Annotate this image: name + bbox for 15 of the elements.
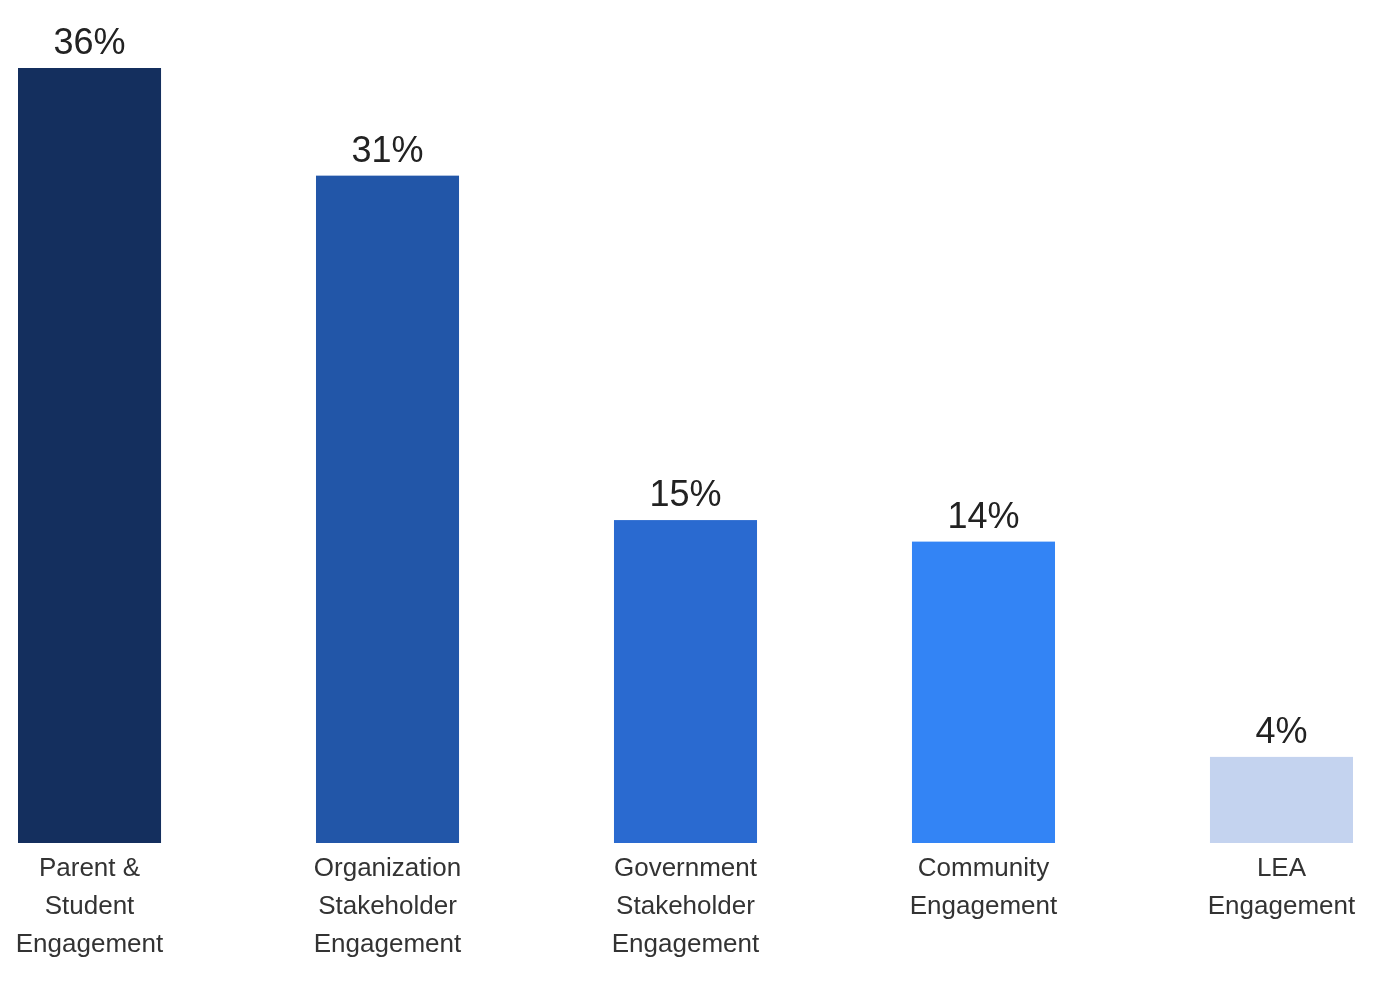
data-label: 36% bbox=[53, 21, 126, 62]
bar bbox=[613, 520, 758, 843]
bar bbox=[911, 541, 1056, 843]
bar bbox=[18, 68, 162, 843]
x-tick-label: Government Stakeholder Engagement bbox=[611, 852, 760, 958]
data-label: 4% bbox=[1255, 709, 1308, 751]
bar bbox=[315, 175, 460, 843]
x-tick-label: Organization Stakeholder Engagement bbox=[313, 852, 462, 958]
data-label: 15% bbox=[649, 473, 722, 515]
x-tick-label: Community Engagement bbox=[909, 852, 1058, 920]
x-tick-label: LEA Engagement bbox=[1207, 852, 1356, 920]
x-tick-label: Parent & Student Engagement bbox=[15, 852, 165, 958]
data-label: 14% bbox=[947, 494, 1020, 536]
bar bbox=[1209, 756, 1353, 843]
data-label: 31% bbox=[351, 128, 424, 170]
